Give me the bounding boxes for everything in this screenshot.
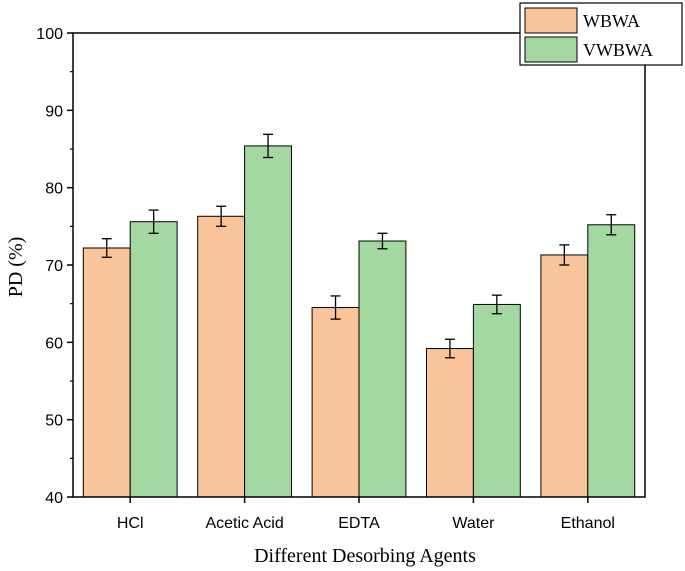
legend-swatch-vwbwa (524, 36, 578, 63)
x-axis-title: Different Desorbing Agents (254, 545, 476, 567)
y-tick-label: 40 (45, 490, 63, 507)
axes-layer: 40 50 60 70 80 90 100 HCl Acetic Acid EDTA Water Et… (36, 26, 646, 532)
bar-wbwa-hcl (82, 247, 131, 498)
error-bar-vwbwa-ethanol (606, 214, 617, 236)
bar-wbwa-acetic-acid (197, 215, 246, 498)
error-bar-vwbwa-water (491, 294, 502, 315)
error-bar-vwbwa-acetic-acid (263, 133, 274, 159)
y-tick-label: 60 (45, 335, 63, 352)
bars-layer (82, 145, 636, 498)
y-tick-label: 100 (36, 26, 63, 43)
bar-wbwa-ethanol (540, 254, 589, 498)
bar-vwbwa-water (472, 303, 521, 498)
x-tick-label: Acetic Acid (205, 515, 283, 532)
y-axis-title: PD (%) (5, 237, 27, 298)
bar-vwbwa-hcl (129, 221, 178, 498)
error-bar-wbwa-edta (330, 295, 341, 320)
error-bar-wbwa-water (444, 338, 455, 359)
x-tick-label: Water (452, 515, 495, 532)
bar-wbwa-edta (311, 307, 360, 498)
legend-swatch-wbwa (524, 7, 578, 34)
legend-label-vwbwa: VWBWA (583, 40, 653, 60)
error-bar-wbwa-ethanol (559, 244, 570, 266)
error-bar-wbwa-hcl (101, 238, 112, 258)
bar-wbwa-water (425, 348, 474, 498)
legend: WBWA VWBWA (519, 2, 683, 66)
error-bar-wbwa-acetic-acid (216, 205, 227, 227)
bar-vwbwa-acetic-acid (244, 145, 293, 498)
bar-vwbwa-edta (358, 240, 407, 498)
legend-label-wbwa: WBWA (583, 11, 640, 31)
bar-vwbwa-ethanol (587, 224, 636, 498)
y-tick-label: 80 (45, 181, 63, 198)
x-tick-label: HCl (117, 515, 144, 532)
error-bar-vwbwa-edta (377, 232, 388, 250)
y-tick-label: 50 (45, 413, 63, 430)
x-tick-label: Ethanol (561, 515, 615, 532)
y-tick-label: 90 (45, 103, 63, 120)
y-tick-label: 70 (45, 258, 63, 275)
error-bars-layer (101, 133, 617, 359)
x-tick-label: EDTA (338, 515, 380, 532)
error-bar-vwbwa-hcl (148, 209, 159, 234)
